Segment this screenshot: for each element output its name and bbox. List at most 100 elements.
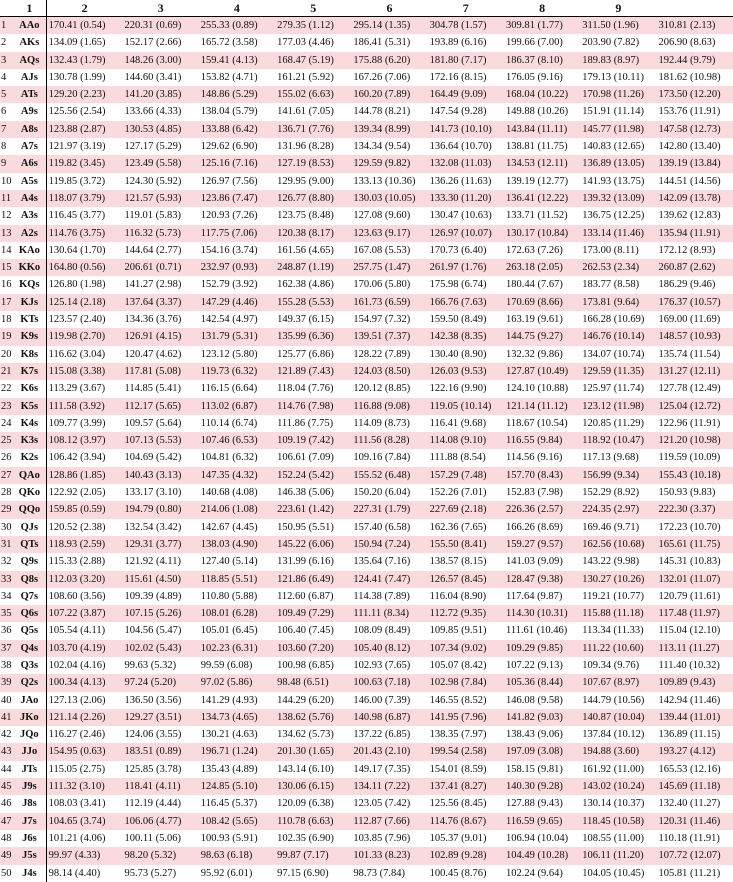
value-cell: 117.48 (11.97) [658, 608, 720, 620]
table-row: 29 QQo 159.85 (0.59) 194.79 (0.80) 214.06 (1… [0, 501, 733, 519]
value-cell: 127.13 (2.06) [48, 694, 106, 706]
row-number: 15 [1, 262, 12, 274]
hand-label: KKo [13, 259, 47, 277]
value-cell: 194.88 (3.60) [582, 746, 640, 758]
value-cell: 116.88 (9.08) [353, 400, 410, 412]
value-cell: 134.09 (1.65) [48, 37, 106, 49]
value-cell: 108.60 (3.56) [48, 590, 106, 602]
table-row: 46 J8s 108.03 (3.41) 112.19 (4.44) 116.45 (5… [0, 795, 733, 813]
value-cell: 295.14 (1.35) [353, 20, 411, 31]
hand-label: Q6s [13, 605, 47, 623]
value-cell: 260.87 (2.62) [658, 262, 716, 274]
value-cell: 114.76 (7.98) [277, 400, 334, 412]
value-cell: 105.01 (6.45) [200, 625, 258, 637]
header-cell-empty [656, 0, 733, 17]
value-cell: 116.04 (8.90) [429, 590, 487, 602]
value-cell: 102.04 (4.16) [48, 659, 106, 671]
value-cell: 127.87 (10.49) [505, 365, 569, 377]
value-cell: 183.51 (0.89) [124, 746, 182, 758]
row-number: 8 [1, 141, 7, 153]
value-cell: 144.75 (9.27) [505, 331, 563, 343]
value-cell: 104.56 (5.47) [124, 625, 182, 637]
value-cell: 132.32 (9.86) [505, 348, 563, 360]
row-number: 46 [1, 798, 12, 810]
value-cell: 97.24 (5.20) [124, 677, 177, 689]
value-cell: 101.33 (8.23) [353, 850, 411, 862]
value-cell: 125.77 (6.86) [277, 348, 334, 360]
value-cell: 106.06 (4.77) [124, 815, 182, 827]
value-cell: 142.80 (13.40) [658, 141, 721, 153]
value-cell: 110.14 (6.74) [200, 417, 258, 429]
row-number: 5 [1, 89, 7, 101]
hand-label: AQs [13, 51, 47, 69]
value-cell: 127.19 (8.53) [277, 158, 334, 170]
value-cell: 150.20 (6.04) [353, 487, 411, 499]
value-cell: 196.71 (1.24) [200, 746, 258, 758]
value-cell: 232.97 (0.93) [200, 262, 258, 274]
table-row: 35 Q6s 107.22 (3.87) 107.15 (5.26) 108.01 (6… [0, 605, 733, 623]
value-cell: 97.15 (6.90) [277, 867, 329, 879]
table-row: 45 J9s 111.32 (3.10) 118.41 (4.11) 124.85 (5… [0, 778, 733, 796]
value-cell: 102.93 (7.65) [353, 659, 411, 671]
row-number: 7 [1, 123, 7, 135]
value-cell: 155.52 (6.48) [353, 469, 411, 481]
value-cell: 147.35 (4.32) [200, 469, 258, 481]
value-cell: 126.80 (1.98) [48, 279, 106, 291]
value-cell: 136.89 (13.05) [582, 158, 645, 170]
value-cell: 101.21 (4.06) [48, 832, 106, 844]
value-cell: 136.64 (10.70) [429, 141, 492, 153]
hand-label: KTs [13, 311, 47, 329]
row-number: 10 [1, 175, 12, 187]
value-cell: 102.02 (5.43) [124, 642, 182, 654]
row-number: 11 [1, 192, 12, 204]
value-cell: 173.81 (9.64) [582, 296, 640, 308]
value-cell: 115.08 (3.38) [48, 365, 106, 377]
value-cell: 99.97 (4.33) [48, 850, 101, 862]
value-cell: 111.22 (10.60) [582, 642, 644, 654]
value-cell: 156.99 (9.34) [582, 469, 640, 481]
table-row: 15 KKo 164.80 (0.56) 206.61 (0.71) 232.97 (0… [0, 259, 733, 277]
value-cell: 95.73 (5.27) [124, 867, 177, 879]
value-cell: 133.13 (10.36) [353, 175, 416, 187]
value-cell: 135.43 (4.89) [200, 763, 258, 775]
table-row: 17 KJs 125.14 (2.18) 137.64 (3.37) 147.29 (4… [0, 293, 733, 312]
value-cell: 162.36 (7.65) [429, 521, 487, 533]
value-cell: 127.88 (9.43) [505, 798, 563, 810]
table-row: 20 K8s 116.62 (3.04) 120.47 (4.62) 123.12 (5… [0, 345, 733, 363]
value-cell: 193.89 (6.16) [429, 37, 487, 49]
table-row: 12 A3s 116.45 (3.77) 119.01 (5.83) 120.93 (7… [0, 207, 733, 225]
hand-label: J6s [13, 829, 47, 848]
value-cell: 97.02 (5.86) [200, 677, 253, 689]
value-cell: 117.75 (7.06) [200, 227, 258, 239]
value-cell: 177.03 (4.46) [277, 37, 334, 49]
value-cell: 131.96 (8.28) [277, 141, 334, 153]
row-number: 17 [1, 296, 12, 308]
value-cell: 109.39 (4.89) [124, 590, 182, 602]
value-cell: 137.41 (8.27) [429, 781, 487, 793]
hand-label: J7s [13, 812, 47, 830]
value-cell: 123.05 (7.42) [353, 798, 411, 810]
value-cell: 139.19 (12.77) [505, 175, 569, 187]
row-number: 27 [1, 469, 12, 481]
hand-label: K9s [13, 328, 47, 346]
value-cell: 165.72 (3.58) [200, 37, 258, 49]
row-number: 28 [1, 487, 12, 499]
value-cell: 123.63 (9.17) [353, 227, 411, 239]
value-cell: 100.34 (4.13) [48, 677, 106, 689]
value-cell: 120.85 (11.29) [582, 417, 644, 429]
value-cell: 104.65 (3.74) [48, 815, 106, 827]
row-number: 50 [1, 867, 12, 879]
value-cell: 155.02 (6.63) [277, 89, 334, 101]
table-row: 32 Q9s 115.33 (2.88) 121.92 (4.11) 127.40 (5… [0, 553, 733, 571]
value-cell: 144.29 (6.20) [277, 694, 334, 706]
value-cell: 179.13 (10.11) [582, 71, 644, 83]
value-cell: 109.85 (9.51) [429, 625, 487, 637]
value-cell: 186.29 (9.46) [658, 279, 716, 291]
row-number: 25 [1, 435, 12, 447]
value-cell: 199.66 (7.00) [505, 37, 563, 49]
hand-label: Q2s [13, 674, 47, 692]
value-cell: 110.80 (5.88) [200, 590, 258, 602]
value-cell: 117.64 (9.87) [505, 590, 563, 602]
value-cell: 107.22 (3.87) [48, 608, 106, 620]
row-number: 3 [1, 54, 7, 66]
